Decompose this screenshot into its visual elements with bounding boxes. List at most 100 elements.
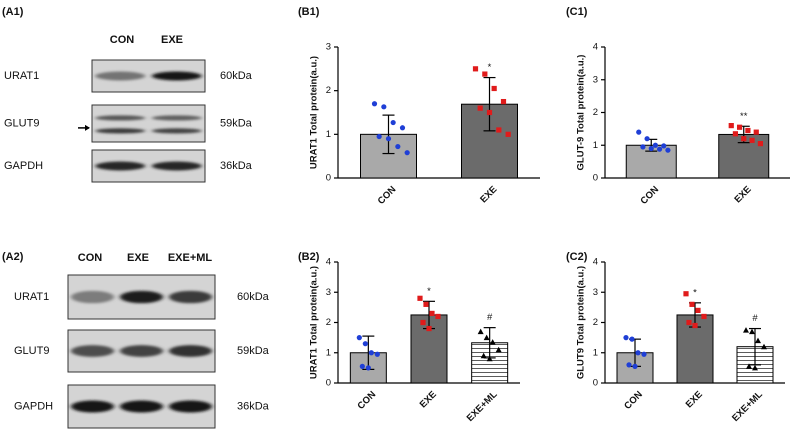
blot-band <box>168 400 213 413</box>
data-point <box>374 351 380 357</box>
blot-band <box>70 345 115 357</box>
blot-band <box>151 115 202 121</box>
data-point <box>426 325 432 332</box>
data-point <box>636 129 642 135</box>
data-point <box>728 123 734 129</box>
blot-band <box>151 161 202 171</box>
y-axis-label: URAT1 Total protein(a.u.) <box>309 266 320 379</box>
y-axis-label: GLUT-9 Total protein(a.u.) <box>576 55 587 171</box>
data-point <box>365 365 371 371</box>
lane-label: EXE <box>161 34 183 46</box>
blot-band <box>168 345 213 357</box>
data-point <box>635 350 641 356</box>
data-point <box>665 147 671 153</box>
data-point <box>761 343 767 350</box>
y-tick-label: 2 <box>326 85 331 96</box>
data-point <box>371 101 378 107</box>
data-point <box>482 71 488 77</box>
data-point <box>629 336 635 342</box>
data-point <box>420 319 426 326</box>
y-tick-label: 3 <box>326 287 331 298</box>
protein-size: 59kDa <box>237 345 270 357</box>
data-point <box>390 119 396 126</box>
data-point <box>743 327 749 333</box>
y-tick-label: 0 <box>326 378 331 389</box>
significance-mark: ** <box>740 111 748 122</box>
significance-mark: * <box>488 62 492 73</box>
data-point <box>395 143 401 150</box>
arrow-head <box>85 124 90 131</box>
x-tick-label: EXE+ML <box>730 389 765 424</box>
x-tick-label: EXE <box>684 389 705 410</box>
data-point <box>483 334 490 341</box>
data-point <box>385 136 392 142</box>
blot-band <box>151 71 202 81</box>
data-point <box>692 322 698 329</box>
blot-band <box>119 345 164 357</box>
x-tick-label: EXE <box>418 389 439 410</box>
protein-name: URAT1 <box>4 70 39 82</box>
data-point <box>749 328 755 335</box>
data-point <box>477 328 484 335</box>
lane-label: EXE+ML <box>168 252 213 264</box>
data-point <box>429 310 435 317</box>
data-point <box>376 133 382 140</box>
x-tick-label: CON <box>622 389 645 412</box>
data-point <box>695 307 701 313</box>
data-point <box>489 339 496 345</box>
data-point <box>749 137 755 143</box>
data-point <box>644 136 650 142</box>
blot-band <box>95 115 146 121</box>
y-tick-label: 1 <box>593 140 598 151</box>
y-tick-label: 4 <box>326 257 331 268</box>
data-point <box>491 85 497 92</box>
data-point <box>701 313 707 320</box>
data-point <box>648 145 654 152</box>
data-point <box>745 127 751 134</box>
data-point <box>755 337 761 344</box>
data-point <box>741 136 747 142</box>
data-point <box>359 363 365 369</box>
protein-size: 36kDa <box>237 400 270 412</box>
blot-band <box>70 400 115 413</box>
y-tick-label: 0 <box>593 378 598 389</box>
data-point <box>505 131 511 137</box>
data-point <box>480 352 487 359</box>
data-point <box>661 143 667 149</box>
y-tick-label: 0 <box>593 173 598 184</box>
data-point <box>640 144 646 150</box>
y-tick-label: 1 <box>326 347 331 358</box>
protein-size: 59kDa <box>220 117 253 129</box>
y-tick-label: 3 <box>326 42 331 53</box>
data-point <box>477 105 483 111</box>
data-point <box>435 313 441 320</box>
y-axis-label: URAT1 Total protein(a.u.) <box>309 56 320 169</box>
data-point <box>486 355 493 362</box>
data-point <box>495 346 502 353</box>
data-point <box>689 301 695 307</box>
x-tick-label: EXE <box>478 184 499 205</box>
y-tick-label: 2 <box>593 317 598 328</box>
data-point <box>757 141 764 147</box>
data-point <box>632 363 638 369</box>
x-tick-label: EXE <box>732 184 753 205</box>
protein-name: GLUT9 <box>4 117 39 129</box>
y-tick-label: 0 <box>326 173 331 184</box>
data-point <box>752 364 758 371</box>
blot-band <box>70 290 115 304</box>
y-tick-label: 2 <box>326 317 331 328</box>
protein-size: 36kDa <box>220 160 253 172</box>
blot-band <box>168 290 213 304</box>
x-tick-label: CON <box>638 184 661 207</box>
data-point <box>423 301 429 307</box>
data-point <box>623 335 629 341</box>
lane-label: EXE <box>127 252 149 264</box>
y-tick-label: 3 <box>593 287 598 298</box>
x-tick-label: CON <box>356 389 379 412</box>
data-point <box>641 351 647 357</box>
panel-label: (B2) <box>298 251 320 263</box>
y-tick-label: 4 <box>593 257 598 268</box>
protein-size: 60kDa <box>220 70 253 82</box>
significance-mark: # <box>487 312 493 323</box>
